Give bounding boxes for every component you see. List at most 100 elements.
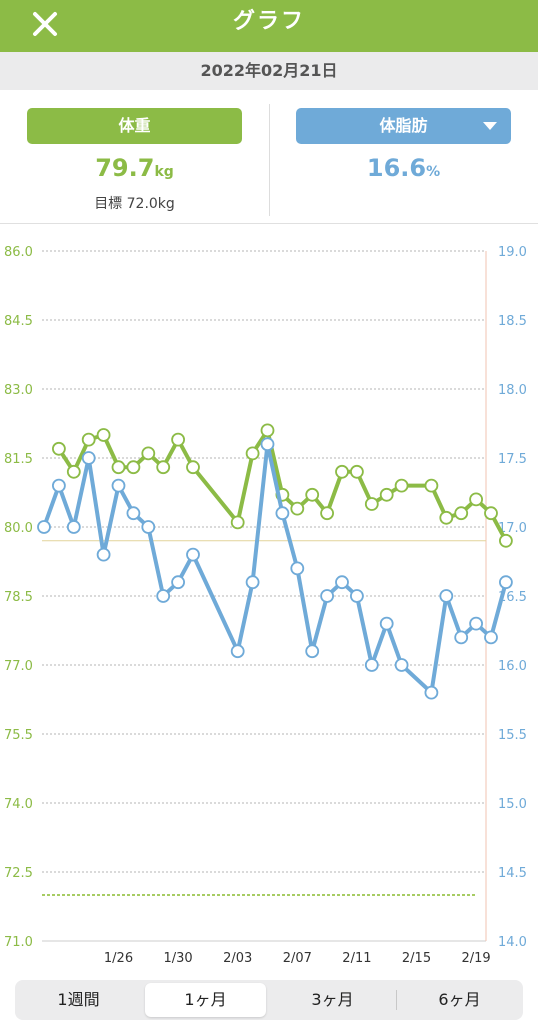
period-segmented-control: 1週間 1ヶ月 3ヶ月 6ヶ月 — [15, 980, 523, 1020]
body-fat-series-point — [335, 575, 349, 590]
weight-series-point — [320, 506, 335, 521]
tab-3-months[interactable]: 3ヶ月 — [311, 990, 354, 1009]
weight-value: 79.7kg — [27, 154, 242, 182]
left-axis-tick-label: 86.0 — [4, 245, 33, 260]
left-axis-tick-label: 84.5 — [4, 314, 33, 329]
weight-metric-button[interactable]: 体重 — [27, 108, 242, 144]
summary-panel: 体重 79.7kg 目標 72.0kg 体脂肪 16.6% — [0, 90, 538, 224]
weight-series-point — [305, 487, 320, 502]
chart-svg: 71.0 72.5 74.0 75.5 77.0 78.5 80.0 81.5 83.0 84.5… — [4, 245, 527, 966]
right-axis-tick-label: 16.5 — [498, 590, 527, 605]
body-fat-series-point — [66, 520, 81, 534]
tab-1-month[interactable]: 1ヶ月 — [145, 983, 266, 1017]
weight-series-line — [56, 428, 508, 543]
weight-label: 体重 — [118, 116, 151, 135]
body-fat-series-point — [454, 630, 469, 645]
body-fat-series-point — [439, 589, 454, 603]
left-axis-tick-label: 74.0 — [4, 797, 33, 812]
body-fat-series-point — [275, 506, 290, 521]
body-fat-series-point — [81, 451, 96, 465]
x-axis-tick-label: 1/26 — [104, 951, 133, 966]
x-axis-tick-label: 2/19 — [461, 951, 490, 966]
right-axis-tick-label: 18.5 — [498, 314, 527, 329]
weight-series-point — [498, 533, 513, 548]
weight-bodyfat-chart: 71.0 72.5 74.0 75.5 77.0 78.5 80.0 81.5 83.0 84.5… — [0, 224, 538, 968]
body-fat-dropdown-button[interactable]: 体脂肪 — [296, 108, 511, 144]
body-fat-series-point — [498, 575, 513, 590]
right-axis-tick-label: 17.5 — [498, 452, 527, 467]
weight-series-point — [364, 497, 379, 511]
tab-1-week[interactable]: 1週間 — [57, 990, 100, 1009]
body-fat-series-point — [52, 478, 66, 493]
body-fat-series-point — [394, 658, 409, 672]
weight-series-point — [290, 501, 305, 516]
body-fat-series-point — [230, 644, 245, 659]
left-axis-tick-label: 83.0 — [4, 383, 33, 398]
weight-series-point — [335, 464, 349, 479]
weight-series-point — [424, 478, 439, 493]
right-axis-tick-label: 15.5 — [498, 728, 527, 743]
body-fat-series-point — [260, 437, 275, 452]
weight-number: 79.7 — [95, 154, 155, 182]
body-fat-series-point — [37, 520, 51, 534]
left-axis-tick-label: 72.5 — [4, 866, 33, 881]
body-fat-series-point — [141, 520, 156, 534]
body-fat-series-line — [40, 442, 508, 695]
right-axis-tick-label: 14.0 — [498, 935, 527, 950]
right-axis-tick-label: 14.5 — [498, 866, 527, 881]
close-button[interactable] — [24, 4, 66, 44]
body-fat-series-point — [484, 630, 498, 645]
weight-series-point — [484, 506, 498, 521]
weight-series-point — [260, 423, 275, 438]
body-fat-series-point — [245, 575, 260, 590]
body-fat-series-point — [349, 589, 364, 603]
weight-series-point — [379, 487, 394, 502]
x-axis-tick-label: 2/03 — [223, 951, 252, 966]
body-fat-series-point — [96, 547, 111, 562]
weight-series-point — [469, 492, 484, 507]
tab-6-months[interactable]: 6ヶ月 — [438, 990, 481, 1009]
app-header: グラフ — [0, 0, 538, 52]
goal-weight-text: 目標 72.0kg — [94, 196, 175, 212]
body-fat-series-point — [111, 478, 126, 493]
body-fat-series-point — [156, 589, 171, 603]
body-fat-series-point — [320, 589, 335, 603]
weight-series-point — [141, 446, 156, 461]
x-axis-tick-label: 2/15 — [402, 951, 431, 966]
close-icon[interactable] — [31, 10, 59, 38]
weight-series-point — [156, 460, 171, 475]
weight-series-point — [349, 464, 364, 479]
weight-series-point — [66, 464, 81, 479]
weight-series-point — [52, 441, 66, 456]
weight-series-point — [111, 460, 126, 475]
weight-series-point — [439, 510, 454, 525]
page-title: グラフ — [232, 9, 305, 34]
x-axis-tick-label: 1/30 — [163, 951, 192, 966]
weight-series-point — [126, 460, 141, 475]
weight-series-point — [171, 432, 186, 447]
chevron-down-icon — [483, 122, 497, 130]
right-axis-tick-label: 16.0 — [498, 659, 527, 674]
body-fat-series-point — [305, 644, 320, 659]
weight-series-point — [96, 428, 111, 442]
body-fat-number: 16.6 — [366, 154, 427, 182]
body-fat-series-point — [469, 616, 484, 631]
body-fat-series-point — [379, 616, 394, 631]
left-axis-tick-label: 71.0 — [4, 935, 33, 950]
body-fat-series-point — [364, 658, 379, 672]
weight-series-point — [394, 478, 409, 493]
body-fat-value: 16.6% — [296, 154, 511, 182]
tab-separator — [396, 990, 397, 1010]
summary-divider — [269, 104, 270, 216]
weight-series-point — [454, 506, 469, 521]
weight-series-point — [245, 446, 260, 461]
weight-series-point — [186, 460, 200, 475]
body-fat-label: 体脂肪 — [379, 116, 428, 135]
right-axis-tick-label: 19.0 — [498, 245, 527, 260]
left-axis-tick-label: 75.5 — [4, 728, 33, 743]
left-axis-tick-label: 78.5 — [4, 590, 33, 605]
right-axis-tick-label: 15.0 — [498, 797, 527, 812]
x-axis-tick-label: 2/11 — [342, 951, 371, 966]
body-fat-series-point — [290, 561, 305, 576]
weight-unit: kg — [154, 164, 174, 180]
